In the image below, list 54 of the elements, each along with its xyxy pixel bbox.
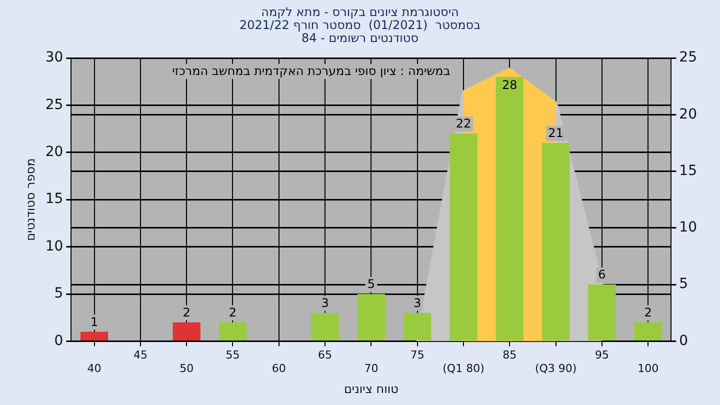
y2-tick-label: 15 [679,162,698,179]
x-tick-label: 75 [410,348,424,362]
bar [218,322,247,340]
bar [357,294,386,340]
data-label: 2 [228,305,237,320]
bar [450,134,478,340]
y-tick-label: 20 [45,144,64,160]
annotation: במשימה : ציון סופי במערכת האקדמית במחשב המרכזי [172,64,450,78]
x-tick-label: (Q3 90) [534,362,577,375]
y-tick-label: 5 [54,286,64,302]
x-axis-title: טווח ציונים [344,382,399,396]
x-tick-label: 60 [272,362,286,375]
text: בסמסטר (01/2021) סמסטר חורף 2021/22 [239,18,481,32]
text: סטודנטים רשומים - 84 [301,31,419,46]
bar [172,322,200,340]
data-label: 6 [598,268,606,282]
y-tick-label: 30 [45,50,64,66]
y-tick-label: 15 [45,191,64,208]
x-tick-label: 50 [180,362,194,375]
y2-tick-label: 10 [679,220,698,236]
x-tick-label: 65 [318,348,332,362]
y2-tick-label: 25 [679,50,698,66]
x-tick-label: 85 [502,348,517,362]
bar [80,332,108,340]
y2-tick-label: 5 [679,276,688,292]
x-tick-label: 45 [133,348,148,362]
x-tick-label: 70 [364,362,378,375]
data-label: 5 [367,277,376,292]
x-tick-label: 95 [594,348,609,362]
y-tick-label: 0 [54,332,64,349]
bar [404,312,432,340]
data-label: 2 [182,305,190,320]
bar [496,76,524,340]
bar [588,284,616,340]
data-label: 21 [548,126,564,140]
x-tick-label: 40 [87,362,102,375]
data-label: 22 [456,116,472,131]
data-label: 28 [502,78,518,92]
data-label: 3 [321,296,329,310]
bar [311,312,339,340]
data-label: 2 [644,305,652,320]
y-axis-title: מספר סטודנטים [23,158,38,241]
data-label: 1 [90,314,98,329]
y2-tick-label: 0 [679,332,688,349]
x-tick-label: 55 [226,348,240,362]
y-tick-label: 25 [45,96,64,113]
data-label: 3 [414,296,422,310]
chart-title: היסטוגרמת ציונים בקורס - מתא לקמה [261,5,459,20]
y2-tick-label: 20 [679,106,698,122]
bar [634,322,662,340]
y-tick-label: 10 [45,238,64,254]
x-tick-label: (Q1 80) [442,362,484,375]
x-tick-label: 100 [638,362,659,375]
bar [542,142,570,340]
